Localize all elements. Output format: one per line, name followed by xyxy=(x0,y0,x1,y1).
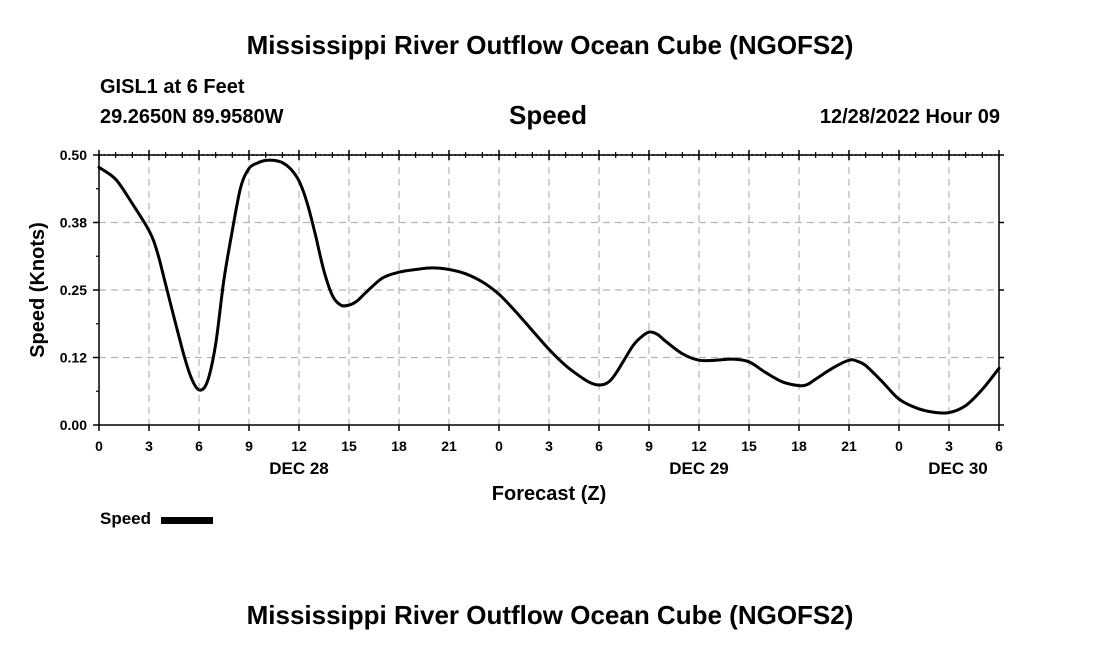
x-tick-label: 21 xyxy=(841,438,857,454)
station-coordinates: 29.2650N 89.9580W xyxy=(100,106,284,128)
day-label: DEC 29 xyxy=(669,459,729,478)
speed-series-line xyxy=(97,158,1001,415)
x-tick-label: 12 xyxy=(691,438,707,454)
x-tick-label: 15 xyxy=(341,438,357,454)
day-labels: DEC 28 DEC 29 DEC 30 xyxy=(269,459,988,478)
legend-line-swatch xyxy=(161,517,213,524)
x-tick-label: 18 xyxy=(791,438,807,454)
grid-lines xyxy=(99,155,999,425)
y-tick-label: 0.38 xyxy=(60,215,87,231)
x-tick-label: 9 xyxy=(245,438,253,454)
x-tick-label: 3 xyxy=(945,438,953,454)
y-axis-label: Speed (Knots) xyxy=(27,222,49,358)
x-tick-label: 0 xyxy=(495,438,503,454)
footer-title: Mississippi River Outflow Ocean Cube (NG… xyxy=(246,600,854,630)
day-label: DEC 28 xyxy=(269,459,329,478)
y-tick-label: 0.25 xyxy=(60,282,87,298)
x-axis-label: Forecast (Z) xyxy=(492,483,606,505)
speed-chart: 0.00 0.12 0.25 0.38 0.50 0 3 6 9 12 15 18 21 0 3 6 9 12 1… xyxy=(27,147,1004,505)
y-tick-label: 0.50 xyxy=(60,147,87,163)
x-tick-label: 6 xyxy=(595,438,603,454)
x-tick-label: 0 xyxy=(95,438,103,454)
y-tick-label: 0.00 xyxy=(60,417,87,433)
page-title: Mississippi River Outflow Ocean Cube (NG… xyxy=(246,30,854,60)
x-tick-label: 6 xyxy=(195,438,203,454)
x-tick-label: 9 xyxy=(645,438,653,454)
y-tick-label: 0.12 xyxy=(60,350,87,366)
x-tick-label: 18 xyxy=(391,438,407,454)
x-tick-label: 6 xyxy=(995,438,1003,454)
x-tick-label: 15 xyxy=(741,438,757,454)
x-axis: 0 3 6 9 12 15 18 21 0 3 6 9 12 15 18 21 0 3 6 xyxy=(95,150,1003,454)
legend: Speed xyxy=(100,509,151,529)
y-axis: 0.00 0.12 0.25 0.38 0.50 xyxy=(60,147,1004,433)
day-label: DEC 30 xyxy=(928,459,988,478)
x-tick-label: 21 xyxy=(441,438,457,454)
legend-label: Speed xyxy=(100,509,152,528)
station-label: GISL1 at 6 Feet xyxy=(100,76,245,98)
forecast-timestamp: 12/28/2022 Hour 09 xyxy=(819,106,1000,128)
x-tick-label: 0 xyxy=(895,438,903,454)
minor-ticks xyxy=(96,152,983,392)
x-tick-label: 3 xyxy=(545,438,553,454)
x-tick-label: 12 xyxy=(291,438,307,454)
x-tick-label: 3 xyxy=(145,438,153,454)
chart-title: Speed xyxy=(509,100,588,130)
